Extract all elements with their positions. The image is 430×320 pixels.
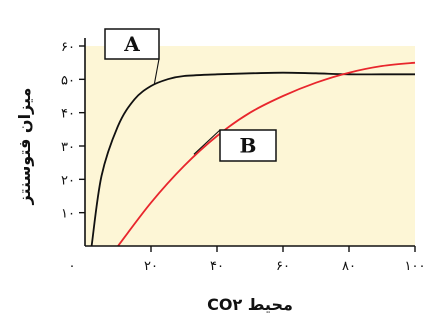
y-tick-label: ۵۰	[61, 73, 75, 88]
legend-leader-a	[153, 58, 160, 85]
legend-label-b: B	[240, 134, 257, 158]
labels-layer: ۰ ۲۰ ۴۰ ۶۰ ۸۰ ۱۰۰ ۱۰ ۲۰ ۳۰ ۴۰ ۵۰ ۶۰	[61, 40, 425, 274]
legend-label-a: A	[123, 32, 140, 56]
legend-box-b	[219, 129, 277, 162]
series-line-b	[117, 61, 416, 247]
y-tick-label: ۶۰	[61, 40, 75, 55]
x-tick-label: ۴۰	[210, 259, 224, 274]
legend-box-a	[104, 28, 160, 60]
y-tick-label: ۱۰	[61, 207, 75, 222]
axes-layer	[79, 38, 416, 252]
x-tick-label: ۲۰	[144, 259, 158, 274]
legend-leader-b	[193, 129, 221, 155]
legend-layer: AB	[104, 28, 277, 162]
series-layer	[90, 61, 416, 247]
x-tick-label: ۱۰۰	[405, 259, 426, 274]
x-tick-label: ۰	[69, 259, 76, 274]
y-tick-label: ۳۰	[61, 140, 75, 155]
x-axis-title: CO۲ محیط	[207, 295, 293, 314]
y-tick-label: ۲۰	[61, 173, 75, 188]
y-tick-label: ۴۰	[61, 107, 75, 122]
y-axis-title: میزان فتوسنتز	[15, 88, 34, 206]
x-tick-label: ۶۰	[276, 259, 290, 274]
x-tick-label: ۸۰	[342, 259, 356, 274]
